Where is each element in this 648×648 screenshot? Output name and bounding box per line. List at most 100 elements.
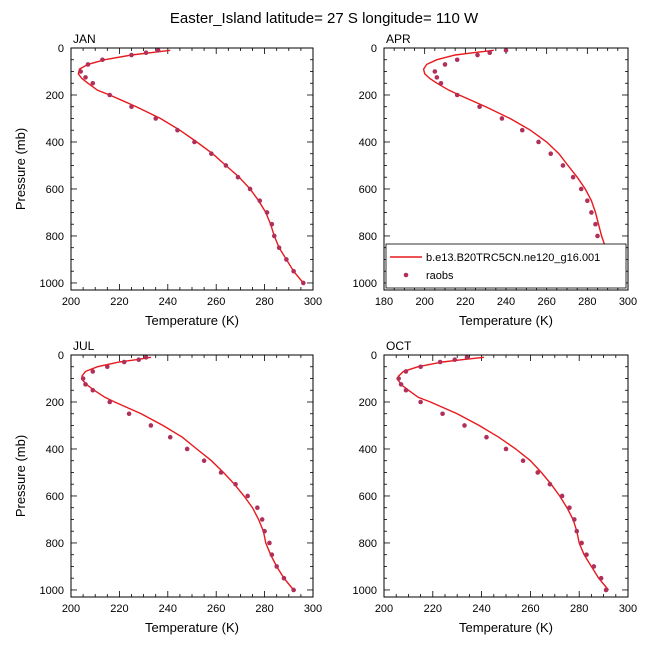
raobs-point — [589, 210, 594, 215]
y-tick-label: 200 — [46, 90, 64, 102]
raobs-point — [107, 92, 113, 98]
raobs-point — [267, 540, 272, 546]
x-tick-label: 260 — [207, 603, 225, 615]
raobs-point — [80, 376, 86, 381]
raobs-point — [434, 75, 440, 80]
x-tick-label: 260 — [521, 603, 539, 615]
raobs-point — [440, 411, 445, 417]
y-axis-label: Pressure (mb) — [13, 128, 28, 210]
raobs-point — [567, 505, 572, 511]
raobs-point — [269, 552, 275, 558]
panel-title: JAN — [73, 32, 96, 46]
panel-title: OCT — [386, 339, 412, 353]
raobs-point — [570, 174, 576, 180]
panel-jul: 0 200 400 600 800 1000 200 220 240 260 280 300 JUL Te… — [13, 339, 322, 635]
raobs-point — [105, 364, 110, 370]
y-tick-label: 800 — [359, 231, 377, 243]
raobs-point — [274, 564, 280, 569]
raobs-point — [269, 221, 275, 227]
raobs-point — [462, 423, 467, 428]
model-profile-line — [422, 49, 621, 284]
x-tick-label: 200 — [62, 603, 80, 615]
raobs-point — [559, 493, 565, 499]
x-tick-label: 220 — [424, 603, 442, 615]
legend-box — [385, 243, 627, 289]
x-tick-label: 200 — [415, 296, 433, 308]
raobs-point — [535, 470, 541, 475]
x-tick-label: 300 — [619, 296, 637, 308]
panel-oct: 0 200 400 600 800 1000 200 220 240 260 280 300 OCT Te… — [353, 339, 638, 635]
x-tick-label: 200 — [62, 296, 80, 308]
raobs-point — [148, 423, 154, 428]
x-tick-label: 240 — [159, 603, 177, 615]
raobs-point — [126, 411, 132, 417]
y-tick-label: 1000 — [40, 278, 64, 290]
x-axis-label: Temperature (K) — [145, 620, 239, 635]
raobs-point — [442, 62, 448, 67]
raobs-point — [579, 540, 584, 546]
raobs-point — [121, 359, 127, 365]
raobs-point — [548, 151, 554, 157]
x-tick-label: 180 — [375, 296, 393, 308]
raobs-point — [477, 104, 482, 110]
raobs-point — [452, 357, 458, 362]
plot-frame — [383, 47, 629, 291]
raobs-point — [235, 174, 241, 180]
x-tick-label: 220 — [110, 296, 128, 308]
x-axis-label: Temperature (K) — [459, 620, 553, 635]
raobs-point — [432, 69, 438, 74]
plot-frame — [70, 47, 314, 291]
raobs-point — [503, 446, 509, 452]
x-tick-label: 200 — [375, 603, 393, 615]
panels: 0 200 400 600 800 1000 200 220 240 260 280 300 JAN Te… — [13, 32, 637, 635]
model-profile-line — [77, 49, 304, 284]
raobs-point — [264, 210, 270, 215]
raobs-point — [578, 186, 584, 192]
raobs-point — [487, 50, 493, 55]
raobs-point — [560, 163, 566, 168]
y-tick-label: 200 — [359, 90, 377, 102]
raobs-point — [245, 493, 250, 499]
x-tick-label: 280 — [570, 603, 588, 615]
raobs-point — [201, 458, 207, 464]
y-tick-label: 200 — [359, 397, 377, 409]
raobs-point — [598, 575, 604, 581]
x-tick-label: 280 — [578, 296, 596, 308]
y-tick-label: 0 — [371, 350, 377, 362]
raobs-point — [519, 127, 525, 133]
y-tick-label: 1000 — [353, 278, 377, 290]
y-tick-label: 600 — [359, 184, 377, 196]
raobs-point — [255, 505, 260, 511]
raobs-point — [464, 355, 470, 360]
x-tick-label: 300 — [304, 603, 322, 615]
raobs-point — [418, 399, 423, 405]
raobs-point — [90, 80, 96, 86]
raobs-point — [143, 355, 149, 360]
y-tick-label: 800 — [46, 231, 64, 243]
legend-obs-label: raobs — [426, 270, 454, 282]
x-tick-label: 260 — [207, 296, 225, 308]
raobs-point — [107, 399, 113, 405]
raobs-point — [585, 198, 590, 204]
raobs-point — [100, 57, 105, 63]
y-tick-label: 1000 — [40, 585, 64, 597]
legend-model-label: b.e13.B20TRC5CN.ne120_g16.001 — [426, 252, 600, 264]
raobs-point — [276, 245, 282, 251]
y-tick-label: 600 — [46, 491, 64, 503]
x-axis-label: Temperature (K) — [459, 313, 553, 328]
raobs-point — [78, 69, 83, 74]
raobs-point — [603, 587, 609, 593]
raobs-point — [291, 268, 296, 274]
raobs-point — [83, 75, 88, 80]
raobs-point — [143, 50, 149, 55]
raobs-point — [536, 139, 541, 145]
raobs-point — [398, 382, 404, 387]
x-tick-label: 260 — [537, 296, 555, 308]
raobs-point — [437, 359, 443, 365]
y-axis-label: Pressure (mb) — [13, 435, 28, 517]
y-tick-label: 600 — [46, 184, 64, 196]
raobs-point — [209, 151, 214, 157]
raobs-point — [503, 48, 509, 53]
